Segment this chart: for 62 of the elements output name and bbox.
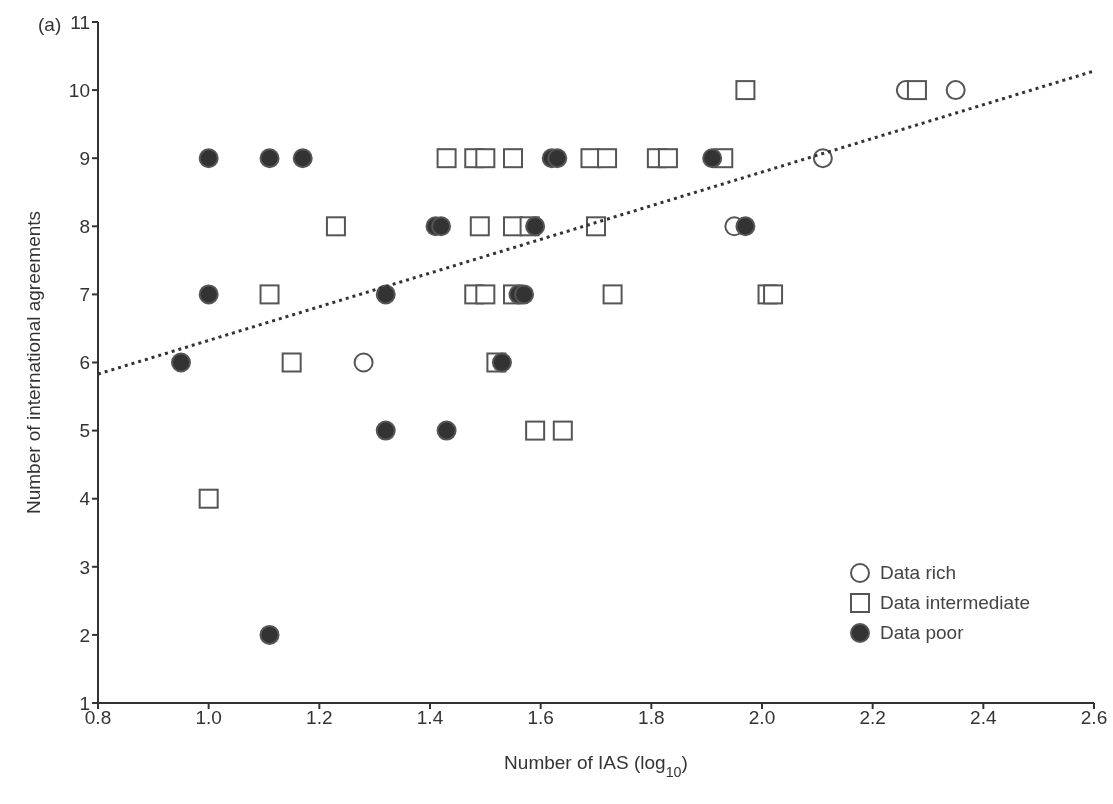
y-tick-label: 3 (79, 556, 90, 578)
point (281, 352, 302, 373)
point (586, 216, 606, 237)
y-tick-label: 10 (68, 79, 90, 101)
point (436, 148, 457, 169)
x-tick-label: 1.0 (195, 707, 222, 729)
point (525, 420, 546, 441)
point (547, 148, 568, 169)
y-tick-label: 6 (79, 352, 90, 374)
point (292, 148, 313, 169)
x-axis-title: Number of IAS (log$_{10}$) (504, 752, 688, 780)
point (735, 80, 756, 101)
text: (a) (38, 14, 62, 36)
y-tick-label: 5 (79, 420, 90, 442)
point (198, 284, 219, 305)
legend-label: Data intermediate (880, 591, 1030, 615)
y-tick-label: 7 (79, 284, 90, 306)
legend-label: Data poor (880, 621, 964, 645)
x-tick-label: 1.8 (638, 707, 665, 729)
legend-label: Data rich (880, 561, 957, 585)
point (812, 148, 833, 169)
point (475, 284, 496, 305)
point (171, 352, 191, 373)
x-tick-label: 2.6 (1080, 707, 1108, 729)
x-tick-label: 2.0 (748, 707, 776, 729)
point (657, 148, 678, 169)
point (259, 148, 280, 169)
point (431, 216, 452, 237)
x-tick-label: 1.6 (527, 707, 554, 729)
point (375, 420, 396, 441)
point (353, 352, 374, 373)
point (597, 148, 618, 169)
x-tick-label: 1.4 (416, 707, 444, 729)
y-axis-title: Number of international agreements (23, 210, 44, 515)
point (552, 420, 573, 441)
point (514, 284, 535, 305)
point (198, 488, 219, 509)
x-tick-label: 2.4 (970, 707, 997, 729)
point (906, 80, 927, 101)
point (702, 148, 723, 169)
point (735, 216, 756, 237)
point (945, 80, 966, 101)
point (259, 284, 280, 305)
point (436, 420, 457, 441)
point (491, 352, 512, 373)
x-tick-label: 1.2 (306, 707, 333, 729)
point (198, 148, 219, 169)
y-tick-label: 8 (79, 216, 90, 238)
point (259, 624, 280, 645)
point (763, 284, 784, 305)
point (525, 216, 546, 237)
point (503, 148, 523, 169)
point (602, 284, 623, 305)
x-tick-label: 2.2 (859, 707, 886, 729)
y-tick-label: 11 (70, 11, 90, 33)
y-tick-label: 4 (79, 488, 91, 510)
point (325, 216, 346, 237)
y-tick-label: 9 (79, 147, 90, 169)
point (469, 216, 490, 237)
point (375, 284, 396, 305)
y-tick-label: 2 (79, 624, 90, 646)
point (475, 148, 496, 169)
